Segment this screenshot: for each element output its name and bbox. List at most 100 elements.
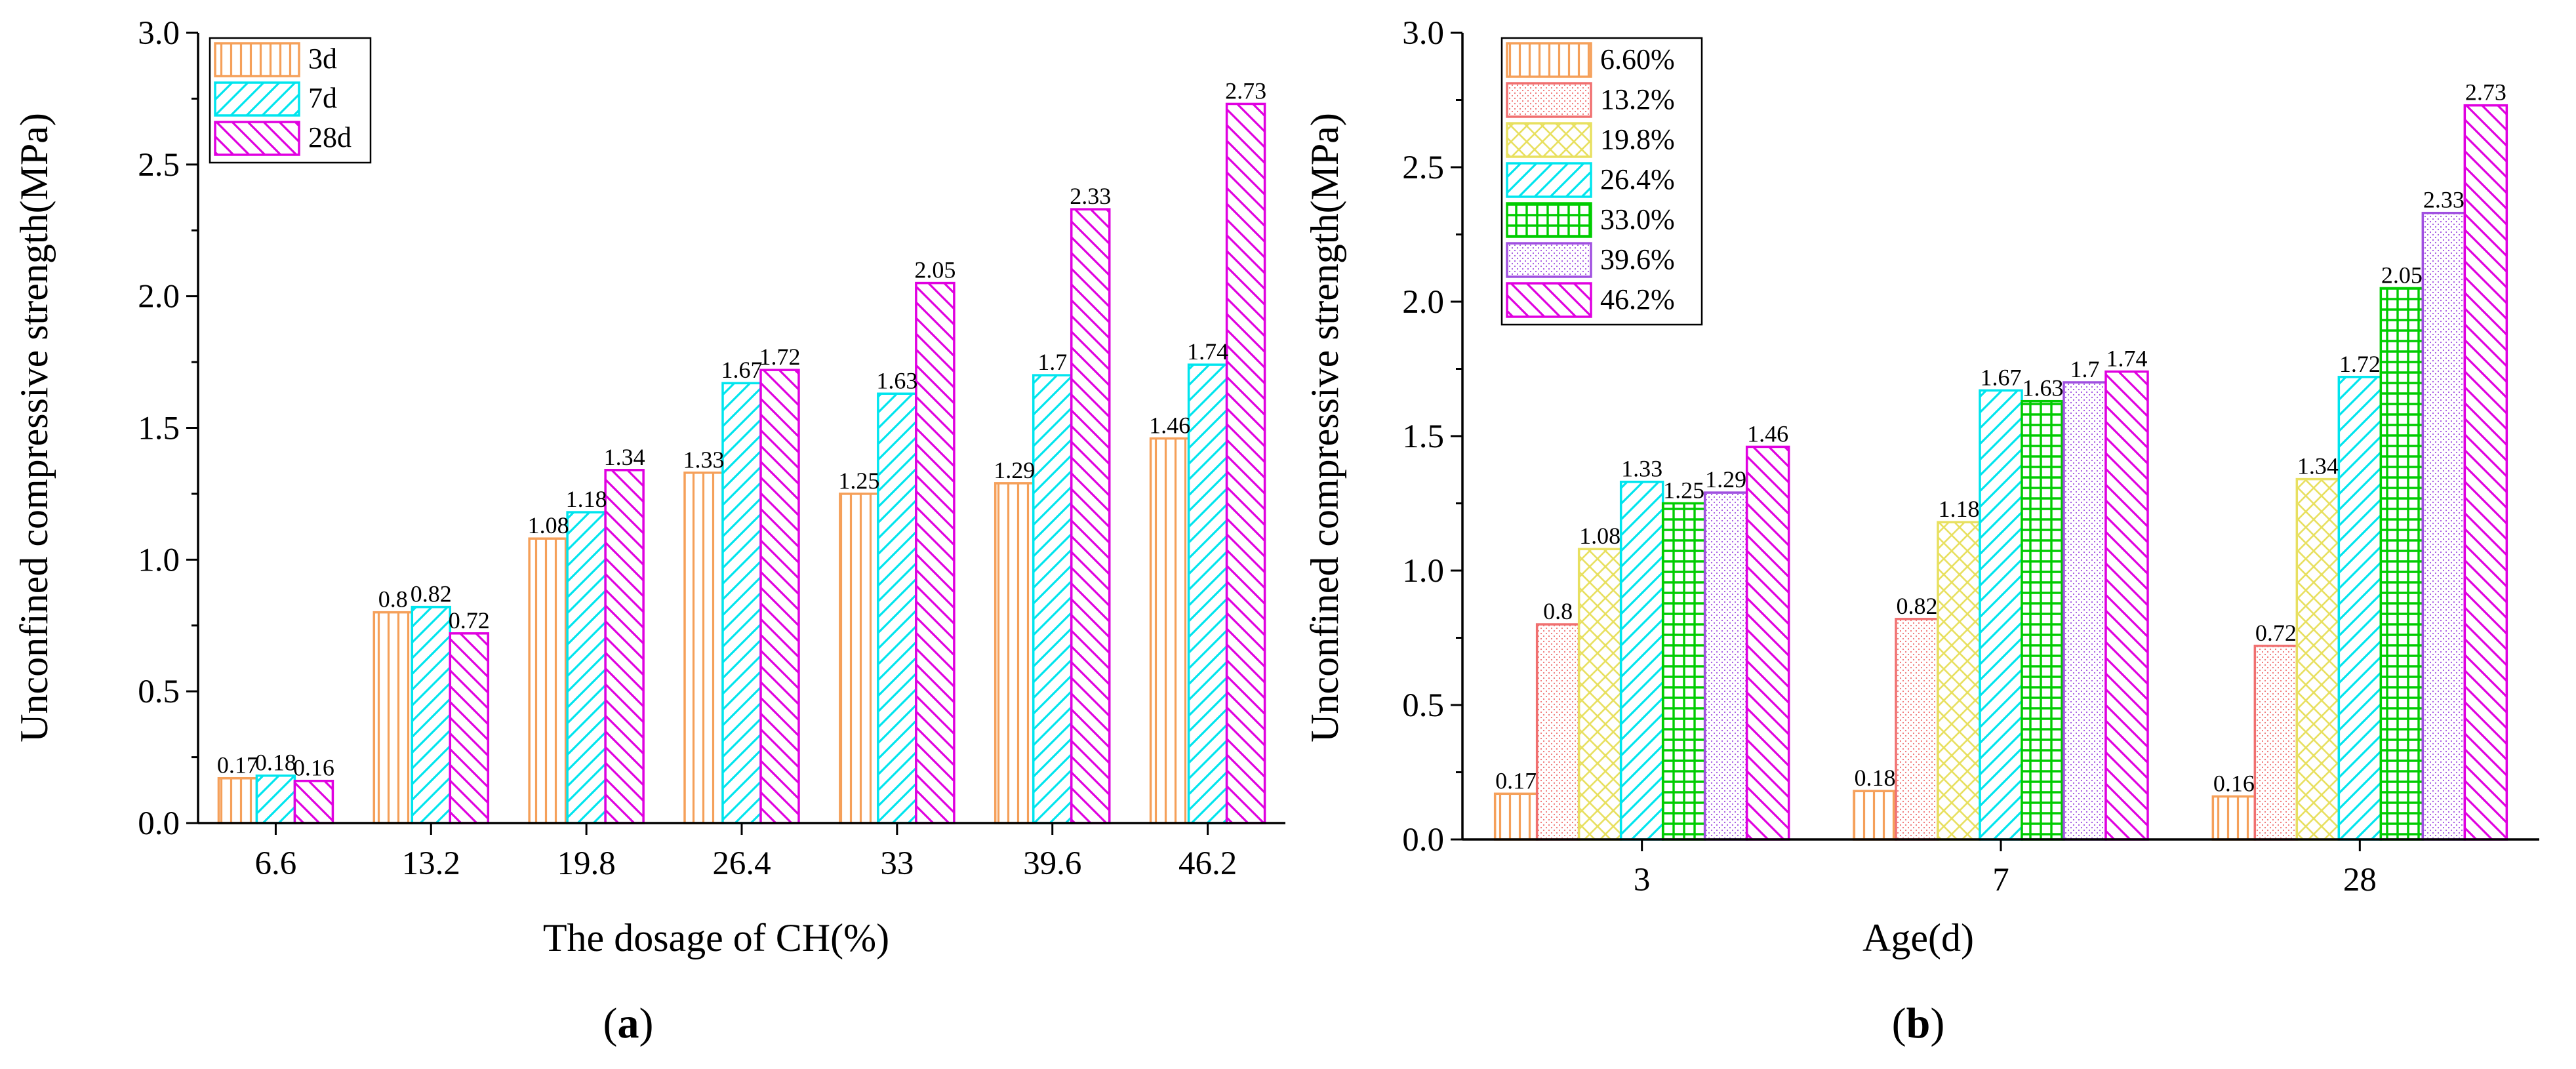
- chart-a-bar-3d-13-2: [372, 611, 414, 824]
- chart-b-y-tick-label-2-5: 2.5: [1402, 150, 1444, 186]
- chart-b-x-tick-label-3: 3: [1634, 862, 1651, 898]
- chart-a-data-label-3d-19-8: 1.08: [528, 512, 569, 538]
- chart-b-y-tick-label-1-0: 1.0: [1402, 553, 1444, 590]
- chart-b-data-label-46-2-28: 2.73: [2465, 79, 2506, 106]
- chart-a-bar-7d-26-4: [721, 382, 762, 824]
- chart-b-data-label-39-6-7: 1.7: [2070, 356, 2100, 382]
- chart-a-y-tick-label-2-5: 2.5: [138, 147, 180, 184]
- chart-b-bar-46-2-28: [2463, 104, 2508, 841]
- chart-b-legend-label-39-6: 39.6%: [1600, 243, 1675, 275]
- chart-a-legend-label-28d: 28d: [308, 121, 352, 153]
- chart-b-data-label-46-2-3: 1.46: [1747, 420, 1788, 447]
- chart-a-bars: [217, 102, 1266, 824]
- chart-b-legend: 6.60% 13.2% 19.8% 26.4% 33.0% 39.6% 46.2%: [1500, 37, 1703, 326]
- chart-a-data-label-3d-13-2: 0.8: [378, 586, 408, 613]
- chart-b-x-tick-label-7: 7: [1992, 862, 2009, 898]
- chart-a-bar-7d-39-6: [1032, 374, 1073, 824]
- chart-b-x-tick-label-28: 28: [2343, 862, 2377, 898]
- chart-b-legend-swatch-39-6: [1506, 242, 1592, 278]
- chart-b-bar-13-2-7: [1895, 618, 1939, 841]
- chart-b-legend-swatch-19-8: [1506, 122, 1592, 158]
- chart-a-bar-28d-46-2: [1225, 102, 1266, 824]
- chart-a-data-label-7d-33: 1.63: [876, 367, 917, 393]
- chart-a-bar-7d-33: [877, 392, 917, 824]
- chart-a-y-tick-label-0-5: 0.5: [138, 674, 180, 710]
- chart-a-bar-28d-39-6: [1070, 208, 1111, 824]
- chart-b-data-label-6-60-28: 0.16: [2213, 770, 2255, 796]
- chart-a-y-tick-label-1-0: 1.0: [138, 542, 180, 578]
- chart-b-data-label-46-2-7: 1.74: [2106, 346, 2148, 372]
- chart-a-data-label-7d-46-2: 1.74: [1187, 338, 1228, 365]
- chart-a-data-label-28d-46-2: 2.73: [1225, 77, 1266, 104]
- chart-a-data-label-7d-26-4: 1.67: [721, 357, 763, 383]
- chart-b-bar-13-2-3: [1535, 623, 1580, 841]
- chart-b-bar-46-2-7: [2104, 370, 2149, 841]
- chart-a-data-label-28d-39-6: 2.33: [1070, 183, 1111, 209]
- chart-b-axes: 3 7 28 0.0 0.5 1.0 1.5 2.0 2.5 3.0: [1402, 15, 2539, 898]
- chart-a-bar-3d-46-2: [1149, 437, 1190, 824]
- chart-a-bar-3d-19-8: [528, 537, 569, 824]
- chart-b-legend-label-33-0: 33.0%: [1600, 203, 1675, 235]
- chart-b-bar-6-60-28: [2211, 795, 2257, 841]
- chart-a-data-label-7d-39-6: 1.7: [1037, 349, 1067, 375]
- chart-b-bar-19-8-7: [1937, 521, 1981, 841]
- chart-a-data-label-28d-13-2: 0.72: [449, 607, 490, 634]
- chart-b-data-label-6-60-7: 0.18: [1855, 765, 1896, 791]
- chart-a-data-label-28d-6-6: 0.16: [293, 755, 334, 781]
- chart-a-x-tick-label-13-2: 13.2: [402, 845, 460, 882]
- chart-a-bar-7d-19-8: [566, 511, 607, 824]
- chart-b-bar-33-0-7: [2021, 399, 2065, 841]
- panel-b-caption: (b): [1892, 999, 1945, 1047]
- chart-a-bar-3d-6-6: [217, 777, 258, 824]
- chart-a-bar-7d-13-2: [411, 605, 452, 824]
- chart-a-x-tick-label-46-2: 46.2: [1178, 845, 1237, 882]
- chart-b-legend-swatch-33-0: [1506, 202, 1592, 238]
- chart-a-bar-3d-33: [839, 493, 879, 824]
- chart-a-legend-label-7d: 7d: [308, 82, 337, 114]
- chart-b-x-axis-label: Age(d): [1862, 916, 1974, 959]
- chart-b-y-tick-label-1-5: 1.5: [1402, 418, 1444, 455]
- chart-b-y-axis-label: Unconfined compressive strength(MPa): [1303, 113, 1346, 742]
- chart-b-y-tick-label-3-0: 3.0: [1402, 15, 1444, 52]
- chart-b-bar-6-60-3: [1493, 792, 1539, 841]
- chart-b-legend-swatch-6-60: [1506, 42, 1592, 78]
- chart-b-bar-33-0-3: [1661, 502, 1706, 841]
- chart-b-legend-label-46-2: 46.2%: [1600, 283, 1675, 315]
- chart-a-legend-swatch-3d: [214, 42, 300, 77]
- chart-a-x-tick-label-33: 33: [880, 845, 914, 882]
- chart-b-data-label-33-0-3: 1.25: [1663, 477, 1704, 504]
- chart-a-bar-28d-33: [915, 281, 956, 824]
- chart-b-legend-swatch-46-2: [1506, 282, 1592, 318]
- chart-a-bar-28d-6-6: [293, 779, 334, 824]
- chart-a-legend-swatch-28d: [214, 121, 300, 156]
- chart-b-bar-39-6-7: [2063, 381, 2107, 841]
- chart-a: 0.170.180.16 0.8 0.820.72 1.081.18 1.34 1.33 1…: [12, 15, 1285, 1047]
- chart-b-legend-label-6-60: 6.60%: [1600, 43, 1675, 75]
- chart-a-y-tick-label-2-0: 2.0: [138, 279, 180, 315]
- chart-b-data-label-19-8-3: 1.08: [1579, 523, 1620, 549]
- chart-b-legend-label-26-4: 26.4%: [1600, 163, 1675, 195]
- chart-b-legend-swatch-26-4: [1506, 162, 1592, 198]
- chart-a-bar-3d-26-4: [683, 472, 724, 824]
- chart-a-data-label-3d-39-6: 1.29: [994, 457, 1035, 483]
- chart-b-bar-39-6-3: [1703, 491, 1748, 841]
- chart-b-data-label-13-2-28: 0.72: [2255, 620, 2297, 646]
- chart-b-y-tick-label-2-0: 2.0: [1402, 284, 1444, 321]
- chart-b-data-label-26-4-7: 1.67: [1981, 364, 2022, 390]
- chart-a-x-axis-label: The dosage of CH(%): [543, 916, 889, 959]
- chart-b-y-tick-label-0-5: 0.5: [1402, 687, 1444, 724]
- chart-a-data-label-3d-26-4: 1.33: [683, 447, 725, 473]
- chart-a-data-label-28d-19-8: 1.34: [604, 444, 645, 470]
- chart-a-data-label-7d-6-6: 0.18: [255, 750, 296, 776]
- chart-a-bar-7d-6-6: [255, 774, 296, 824]
- chart-b-data-label-39-6-28: 2.33: [2423, 187, 2465, 213]
- chart-a-data-label-7d-19-8: 1.18: [566, 486, 607, 512]
- panel-a-caption: (a): [603, 999, 654, 1047]
- chart-a-x-tick-label-39-6: 39.6: [1023, 845, 1081, 882]
- chart-a-data-label-7d-13-2: 0.82: [411, 581, 452, 607]
- chart-b-bar-26-4-3: [1619, 480, 1664, 841]
- chart-b-bar-26-4-7: [1979, 389, 2023, 841]
- chart-a-y-axis-label: Unconfined compressive strength(MPa): [12, 113, 56, 742]
- chart-b-bar-6-60-7: [1853, 790, 1897, 841]
